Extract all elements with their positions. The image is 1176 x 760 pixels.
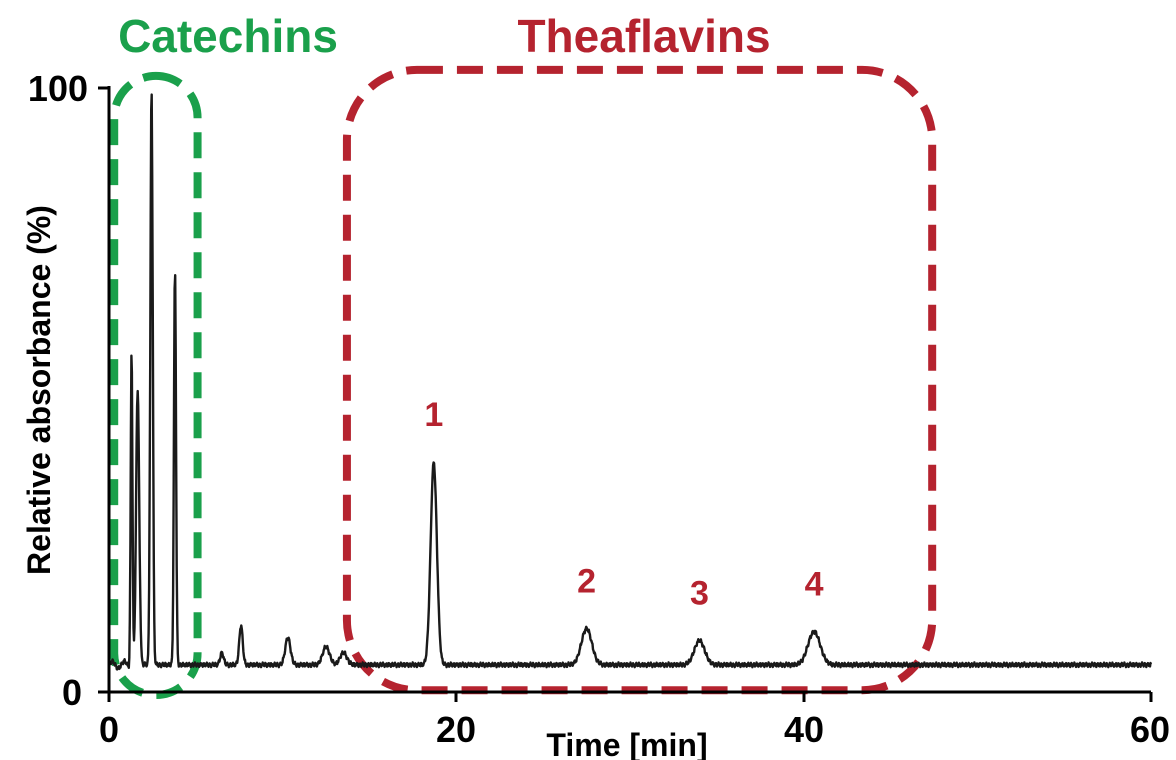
peak-label-2: 2 xyxy=(577,562,596,600)
y-axis-label: Relative absorbance (%) xyxy=(21,205,57,575)
x-tick-label-40: 40 xyxy=(784,709,824,750)
peak-label-3: 3 xyxy=(690,574,709,612)
x-tick-label-60: 60 xyxy=(1130,709,1170,750)
peak-label-1: 1 xyxy=(424,396,443,434)
group-box-theaflavins xyxy=(342,65,937,695)
axes: 100 0 0 20 40 60 Time [min] Relative abs… xyxy=(21,68,1170,760)
group-boxes: Catechins Theaflavins xyxy=(110,10,937,700)
group-title-catechins: Catechins xyxy=(118,10,338,62)
trace-layer xyxy=(107,93,1153,671)
x-axis-label: Time [min] xyxy=(546,727,707,760)
group-title-theaflavins: Theaflavins xyxy=(517,10,770,62)
x-tick-label-0: 0 xyxy=(99,709,119,750)
y-tick-label-100: 100 xyxy=(28,68,88,109)
group-box-catechins xyxy=(110,71,202,700)
y-tick-label-0: 0 xyxy=(62,672,82,713)
peak-annotations: 1 2 3 4 xyxy=(424,396,823,612)
chromatogram-trace xyxy=(107,93,1153,671)
peak-label-4: 4 xyxy=(805,565,824,603)
x-tick-label-20: 20 xyxy=(436,709,476,750)
